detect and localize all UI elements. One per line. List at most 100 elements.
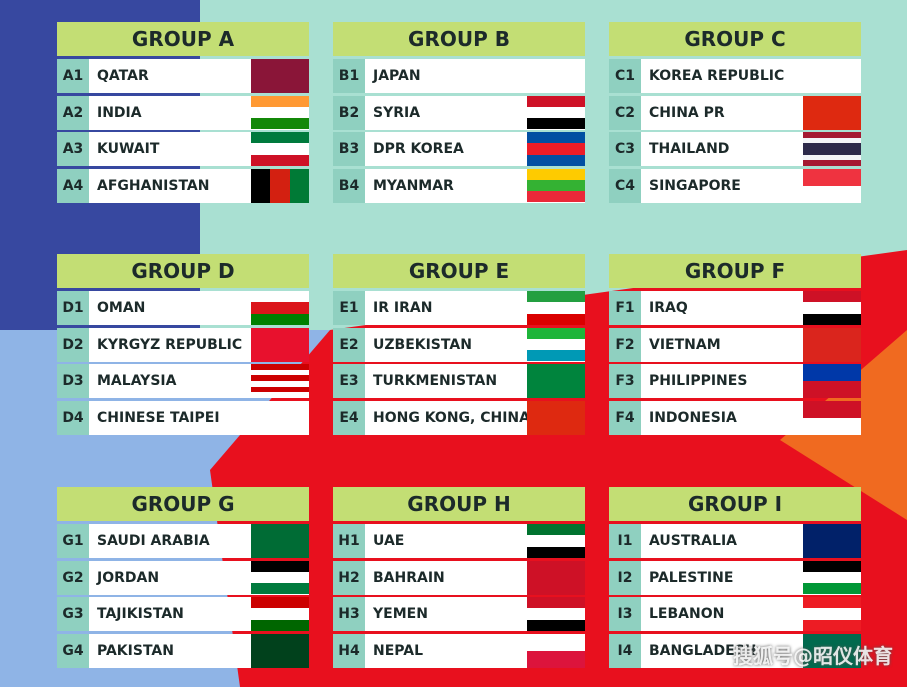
- team-code: I2: [609, 560, 641, 595]
- team-code: A1: [57, 59, 89, 93]
- flag-stripe: [803, 524, 861, 558]
- group-title: GROUP D: [57, 254, 309, 288]
- group-title: GROUP G: [57, 487, 309, 521]
- flag-stripe: [803, 313, 861, 325]
- group-title: GROUP B: [333, 22, 585, 56]
- team-name: THAILAND: [649, 141, 730, 157]
- team-row: I1 AUSTRALIA: [609, 524, 861, 558]
- flag-stripe: [251, 560, 309, 572]
- group-card: GROUP H H1 UAE H2 BAHRAIN H3 YEMEN H4 NEPAL: [333, 487, 585, 670]
- watermark: 搜狐号@昭仪体育: [733, 644, 893, 668]
- group-card: GROUP F F1 IRAQ F2 VIETNAM F3 PHILIPPINES F4 IND…: [609, 254, 861, 437]
- flag-stripe: [251, 132, 309, 144]
- flag: [527, 633, 585, 668]
- flag-stripe: [803, 168, 861, 186]
- team-code: B3: [333, 132, 365, 166]
- flag: [803, 597, 861, 631]
- flag-stripe: [251, 154, 309, 166]
- team-name: TURKMENISTAN: [373, 373, 498, 389]
- flag: [251, 400, 309, 435]
- team-code: H4: [333, 633, 365, 668]
- group-title: GROUP F: [609, 254, 861, 288]
- group-card: GROUP G G1 SAUDI ARABIA G2 JORDAN G3 TAJIKISTA…: [57, 487, 309, 670]
- team-row: C3 THAILAND: [609, 132, 861, 166]
- flag-stripe: [251, 291, 309, 303]
- team-row: E4 HONG KONG, CHINA: [333, 400, 585, 435]
- team-row: G1 SAUDI ARABIA: [57, 524, 309, 558]
- group-card: GROUP D D1 OMAN D2 KYRGYZ REPUBLIC D3 MALAYSIA…: [57, 254, 309, 437]
- flag: [251, 168, 309, 203]
- flag-stripe: [527, 524, 585, 536]
- flag-stripe: [527, 302, 585, 314]
- team-name: SYRIA: [373, 104, 421, 121]
- flag-stripe: [527, 650, 585, 668]
- team-name: CHINESE TAIPEI: [97, 409, 220, 426]
- flag-stripe: [803, 583, 861, 595]
- flag-stripe: [251, 633, 309, 668]
- flag-stripe: [803, 597, 861, 609]
- team-name: SAUDI ARABIA: [97, 533, 210, 549]
- flag-stripe: [803, 143, 861, 150]
- flag-stripe: [251, 400, 309, 435]
- team-name: BANGLADESH: [649, 642, 757, 659]
- flag: [527, 400, 585, 435]
- flag-stripe: [251, 106, 309, 119]
- team-name: TAJIKISTAN: [97, 606, 184, 622]
- group-card: GROUP B B1 JAPAN B2 SYRIA B3 DPR KOREA B4 MYANMA…: [333, 22, 585, 205]
- team-row: G3 TAJIKISTAN: [57, 597, 309, 631]
- flag-stripe: [251, 583, 309, 595]
- flag-stripe: [803, 185, 861, 203]
- team-row: H3 YEMEN: [333, 597, 585, 631]
- team-name: YEMEN: [373, 606, 428, 622]
- flag-stripe: [803, 59, 861, 93]
- flag-stripe: [803, 417, 861, 435]
- team-code: G3: [57, 597, 89, 631]
- flag: [527, 327, 585, 362]
- flag-stripe: [251, 524, 309, 558]
- flag-stripe: [289, 168, 309, 203]
- flag-stripe: [803, 364, 861, 381]
- flag-stripe: [527, 535, 585, 547]
- flag-stripe: [251, 143, 309, 155]
- team-row: A3 KUWAIT: [57, 132, 309, 166]
- flag-stripe: [527, 546, 585, 558]
- flag-stripe: [527, 608, 585, 620]
- flag-stripe: [803, 132, 861, 138]
- flag-stripe: [803, 149, 861, 155]
- flag: [803, 364, 861, 398]
- group-title: GROUP E: [333, 254, 585, 288]
- flag-stripe: [803, 633, 861, 668]
- team-code: F4: [609, 400, 641, 435]
- team-name: JAPAN: [373, 68, 421, 84]
- flag-stripe: [803, 95, 861, 130]
- flag-stripe: [527, 106, 585, 119]
- team-name: AFGHANISTAN: [97, 177, 210, 194]
- team-row: A4 AFGHANISTAN: [57, 168, 309, 203]
- flag-stripe: [251, 59, 309, 93]
- flag-stripe: [803, 137, 861, 144]
- flag-stripe: [527, 143, 585, 155]
- flag-stripe: [270, 168, 290, 203]
- team-name: MYANMAR: [373, 177, 454, 194]
- team-name: BAHRAIN: [373, 569, 445, 586]
- flag-stripe: [527, 364, 585, 398]
- flag-stripe: [803, 302, 861, 314]
- flag-stripe: [803, 400, 861, 418]
- flag-stripe: [527, 191, 585, 203]
- flag: [803, 400, 861, 435]
- flag: [527, 59, 585, 93]
- team-code: F1: [609, 291, 641, 325]
- flag: [527, 291, 585, 325]
- flag-stripe: [251, 364, 309, 370]
- flag: [251, 59, 309, 93]
- flag-stripe: [527, 338, 585, 351]
- team-name: IRAQ: [649, 300, 688, 316]
- team-code: D3: [57, 364, 89, 398]
- flag-stripe: [251, 327, 309, 362]
- team-code: G4: [57, 633, 89, 668]
- team-row: A1 QATAR: [57, 59, 309, 93]
- flag: [803, 59, 861, 93]
- team-name: OMAN: [97, 300, 146, 316]
- team-row: G2 JORDAN: [57, 560, 309, 595]
- team-code: F3: [609, 364, 641, 398]
